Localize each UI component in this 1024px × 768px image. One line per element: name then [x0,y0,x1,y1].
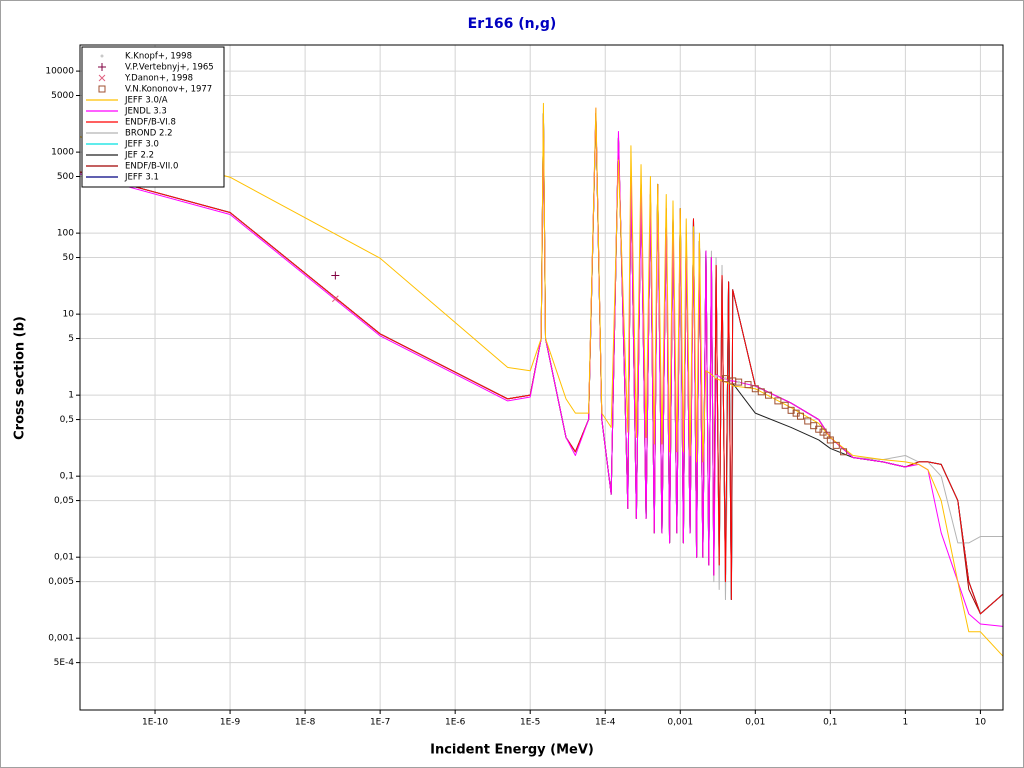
y-tick-label: 0,001 [48,634,74,644]
legend-label: V.P.Vertebnyj+, 1965 [125,63,214,73]
marker-square [98,85,106,93]
y-tick-label: 10000 [45,67,74,77]
marker-dot [737,380,741,384]
chart-title: Er166 (n,g) [468,16,557,32]
marker-square [832,441,840,449]
y-tick-label: 5E-4 [54,658,75,668]
legend-label: JENDL 3.3 [124,107,167,117]
x-tick-label: 1E-4 [595,718,616,728]
legend-label: BROND 2.2 [125,129,173,139]
marker-square [721,375,729,383]
x-axis-label: Incident Energy (MeV) [430,743,594,758]
legend-label: Y.Danon+, 1998 [124,74,193,84]
marker-square [744,381,752,389]
marker-square [757,388,765,396]
legend-label: JEFF 3.1 [124,173,159,183]
y-tick-label: 50 [63,253,75,263]
marker-square [774,397,782,405]
legend-label: JEFF 3.0/A [124,96,168,106]
x-tick-label: 1E-9 [220,718,241,728]
marker-plus [98,63,106,71]
y-axis-label: Cross section (b) [13,316,28,440]
marker-square [826,436,834,444]
marker-cross [98,74,106,82]
y-tick-label: 1 [68,391,74,401]
marker-square [804,417,812,425]
x-tick-label: 0,1 [823,718,837,728]
y-tick-label: 100 [57,229,74,239]
x-tick-label: 1E-8 [295,718,316,728]
y-tick-label: 0,5 [60,415,74,425]
marker-square [796,412,804,420]
legend-label: ENDF/B-VII.0 [125,162,178,172]
x-tick-label: 1E-5 [520,718,540,728]
legend-label: ENDF/B-VI.8 [125,118,176,128]
y-tick-label: 0,005 [48,577,74,587]
plot-area [80,45,1003,710]
x-tick-label: 1 [903,718,909,728]
grid [80,45,1003,710]
legend-label: JEFF 3.0 [124,140,159,150]
y-tick-label: 500 [57,172,74,182]
marker-plus [331,271,340,280]
y-tick-label: 5 [68,334,74,344]
marker-dot [723,377,727,381]
marker-square [765,391,773,399]
x-tick-label: 1E-6 [445,718,466,728]
marker-square [781,401,789,409]
y-tick-label: 1000 [51,148,74,158]
legend-box [81,46,225,188]
marker-cross [331,295,339,303]
x-tick-label: 10 [975,718,987,728]
legend-label: JEF 2.2 [124,151,154,161]
legend-label: K.Knopf+, 1998 [125,52,192,62]
x-tick-label: 0,001 [667,718,693,728]
x-tick-label: 0,01 [745,718,765,728]
y-tick-label: 5000 [51,91,74,101]
y-tick-label: 10 [63,310,75,320]
marker-square [810,422,818,430]
marker-dot [100,54,104,58]
marker-dot [714,374,718,378]
y-tick-label: 0,01 [54,553,74,563]
plot-border [79,44,1004,711]
legend-label: V.N.Kononov+, 1977 [125,85,212,95]
y-tick-label: 0,1 [60,472,74,482]
y-tick-label: 0,05 [54,496,74,506]
plot-lines [80,102,1003,657]
marker-square [840,448,848,456]
marker-square [735,378,743,386]
x-tick-label: 1E-10 [142,718,168,728]
x-tick-label: 1E-7 [370,718,390,728]
